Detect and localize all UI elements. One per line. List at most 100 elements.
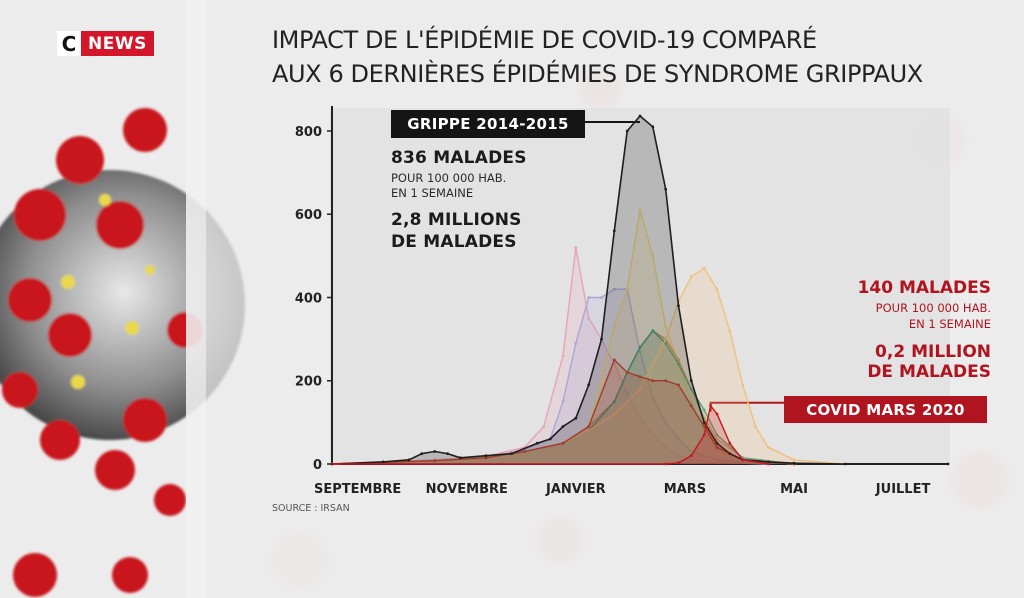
x-tick-label: MARS [664, 482, 706, 497]
series-point [612, 400, 616, 403]
series-point [625, 287, 629, 291]
series-point [664, 421, 668, 424]
series-point [612, 325, 616, 328]
series-point [715, 460, 719, 464]
y-tick-label: 600 [295, 208, 322, 223]
series-point [651, 329, 655, 333]
chart-title-line2: AUX 6 DERNIÈRES ÉPIDÉMIES DE SYNDROME GR… [272, 60, 923, 88]
series-point [677, 304, 680, 308]
series-point [651, 254, 655, 258]
series-point [715, 437, 719, 441]
series-point [689, 404, 693, 408]
series-point [664, 445, 668, 449]
series-point [715, 445, 719, 449]
cnews-logo: C NEWS [57, 31, 154, 56]
y-tick-label: 200 [295, 375, 322, 390]
series-point [689, 275, 693, 279]
series-area-7 [332, 116, 948, 464]
series-point [651, 379, 655, 383]
series-point [664, 325, 668, 328]
series-point [587, 316, 591, 320]
series-point [587, 296, 591, 299]
chart-title-line1: IMPACT DE L'ÉPIDÉMIE DE COVID-19 COMPARÉ [272, 26, 817, 54]
series-point [561, 441, 565, 445]
series-point [946, 462, 950, 466]
series-point [561, 400, 565, 403]
series-point [715, 448, 719, 451]
series-point [741, 458, 745, 462]
flu-rate-line2: EN 1 SEMAINE [391, 186, 474, 200]
series-point [728, 452, 732, 455]
series-area-1 [332, 289, 769, 464]
series-point [574, 341, 578, 345]
series-point [638, 387, 642, 391]
series-point [420, 452, 424, 455]
series-point [407, 458, 411, 462]
y-tick-label: 0 [313, 458, 322, 473]
series-point [561, 354, 565, 358]
series-point [843, 462, 847, 466]
series-point [766, 445, 770, 449]
series-area-8 [332, 405, 769, 464]
series-point [702, 408, 706, 412]
series-point [664, 337, 668, 341]
series-point [625, 371, 629, 374]
y-tick-label: 800 [295, 125, 322, 140]
flu-peak-label: 836 MALADES [391, 148, 527, 168]
series-area-4 [332, 330, 794, 464]
series-point [677, 461, 680, 465]
series-point [600, 337, 603, 341]
series-point [638, 346, 642, 349]
series-point [381, 460, 385, 464]
series-point [677, 454, 680, 458]
series-point [677, 383, 680, 387]
covid-rate-line1: POUR 100 000 HAB. [875, 301, 991, 315]
series-point [741, 383, 745, 387]
series-point [651, 125, 655, 129]
series-point [709, 404, 712, 408]
series-point [677, 362, 680, 366]
covid-total-line2: DE MALADES [867, 362, 991, 382]
series-point [689, 458, 693, 462]
series-point [484, 456, 488, 460]
series-point [754, 425, 757, 428]
flu-badge: GRIPPE 2014-2015 [391, 110, 585, 138]
series-point [574, 416, 578, 420]
covid-rate-line2: EN 1 SEMAINE [908, 317, 991, 331]
series-point [651, 433, 655, 437]
series-point [542, 425, 546, 428]
series-point [766, 460, 770, 464]
series-point [792, 458, 796, 462]
series-point [702, 266, 706, 270]
x-tick-label: NOVEMBRE [426, 482, 508, 497]
series-point [638, 350, 642, 353]
series-point [766, 462, 770, 466]
series-point [446, 452, 449, 455]
covid-total-line1: 0,2 MILLION [875, 342, 991, 362]
series-point [664, 462, 668, 466]
series-point [715, 287, 719, 291]
flu-rate-line1: POUR 100 000 HAB. [391, 171, 507, 185]
series-point [548, 437, 552, 441]
series-point [433, 459, 437, 463]
series-line-8 [332, 404, 769, 465]
series-point [612, 412, 616, 416]
flu-total-line1: 2,8 MILLIONS [391, 210, 522, 230]
series-point [689, 379, 693, 383]
series-point [612, 287, 616, 291]
series-point [625, 391, 629, 395]
series-point [625, 129, 629, 133]
x-tick-label: SEPTEMBRE [314, 482, 401, 497]
series-point [702, 425, 706, 428]
series-point [458, 456, 462, 460]
series-point [535, 441, 539, 445]
series-point [728, 441, 732, 445]
series-point [561, 425, 565, 428]
covid-badge: COVID MARS 2020 [784, 396, 987, 423]
series-point [689, 450, 693, 453]
source-note: SOURCE : IRSAN [272, 503, 350, 514]
x-tick-label: JUILLET [875, 482, 931, 497]
series-point [612, 358, 616, 362]
